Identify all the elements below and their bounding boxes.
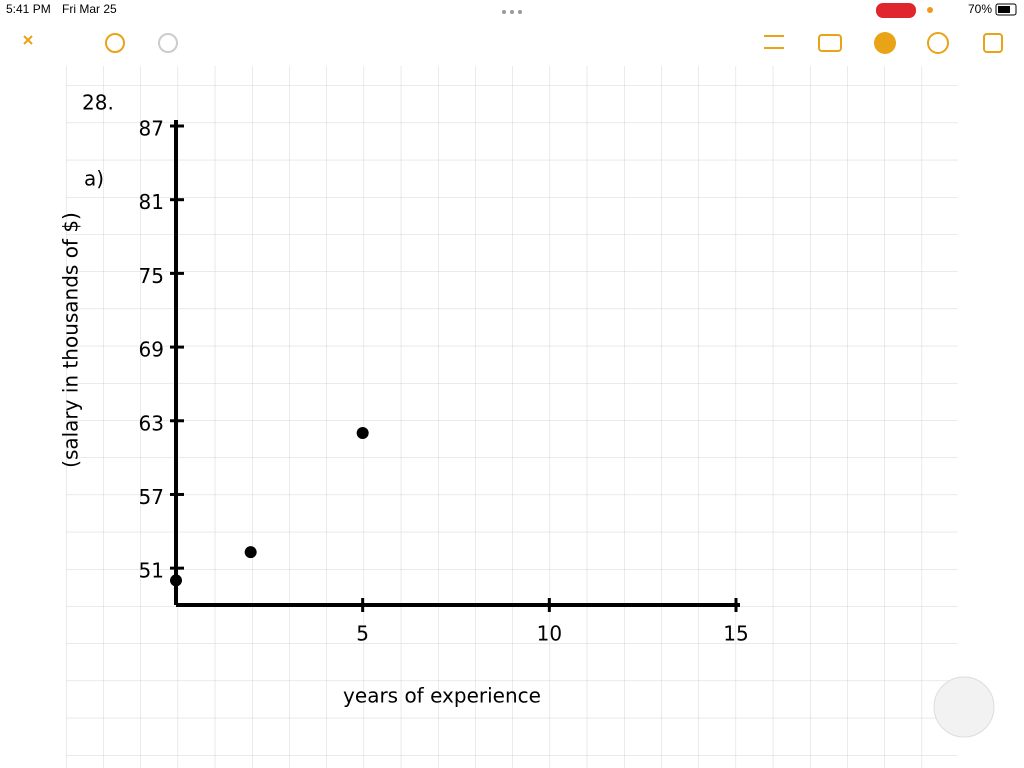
recording-indicator[interactable] <box>876 3 916 18</box>
y-tick-label: 75 <box>139 264 164 288</box>
y-tick-label: 63 <box>139 411 164 435</box>
x-tick-label: 5 <box>356 622 369 646</box>
plot: 51 57 63 69 75 81 87 5 10 15 years of experience (s… <box>59 117 749 708</box>
y-tick-label: 51 <box>139 559 164 583</box>
battery-level: 70% <box>968 2 992 16</box>
x-tick-label: 15 <box>723 622 748 646</box>
compose-button[interactable] <box>983 33 1003 53</box>
more-button[interactable] <box>927 32 949 54</box>
y-tick-label: 57 <box>139 485 164 509</box>
battery-fill <box>998 6 1010 13</box>
x-axis-label: years of experience <box>343 684 541 708</box>
pencil-tool[interactable] <box>933 676 995 738</box>
checklist-button[interactable] <box>764 35 784 49</box>
y-tick-label: 81 <box>139 190 164 214</box>
part-label: a) <box>84 167 104 191</box>
data-point <box>356 427 369 440</box>
undo-button[interactable] <box>105 33 125 53</box>
y-tick-label: 69 <box>139 338 164 362</box>
multitask-dots[interactable] <box>502 10 522 14</box>
y-tick-label: 87 <box>139 117 164 141</box>
markup-button[interactable] <box>874 32 896 54</box>
redo-button[interactable] <box>158 33 178 53</box>
battery-icon <box>995 3 1017 16</box>
status-time: 5:41 PM <box>6 2 51 16</box>
collapse-button[interactable] <box>23 35 33 45</box>
status-date: Fri Mar 25 <box>62 2 117 16</box>
y-axis-label: (salary in thousands of $) <box>59 212 83 468</box>
data-point <box>170 574 182 587</box>
grid-paper <box>66 66 958 768</box>
camera-button[interactable] <box>818 34 842 52</box>
x-tick-label: 10 <box>537 622 562 646</box>
problem-number: 28. <box>82 91 114 115</box>
mic-indicator <box>927 7 933 13</box>
data-point <box>244 546 257 559</box>
